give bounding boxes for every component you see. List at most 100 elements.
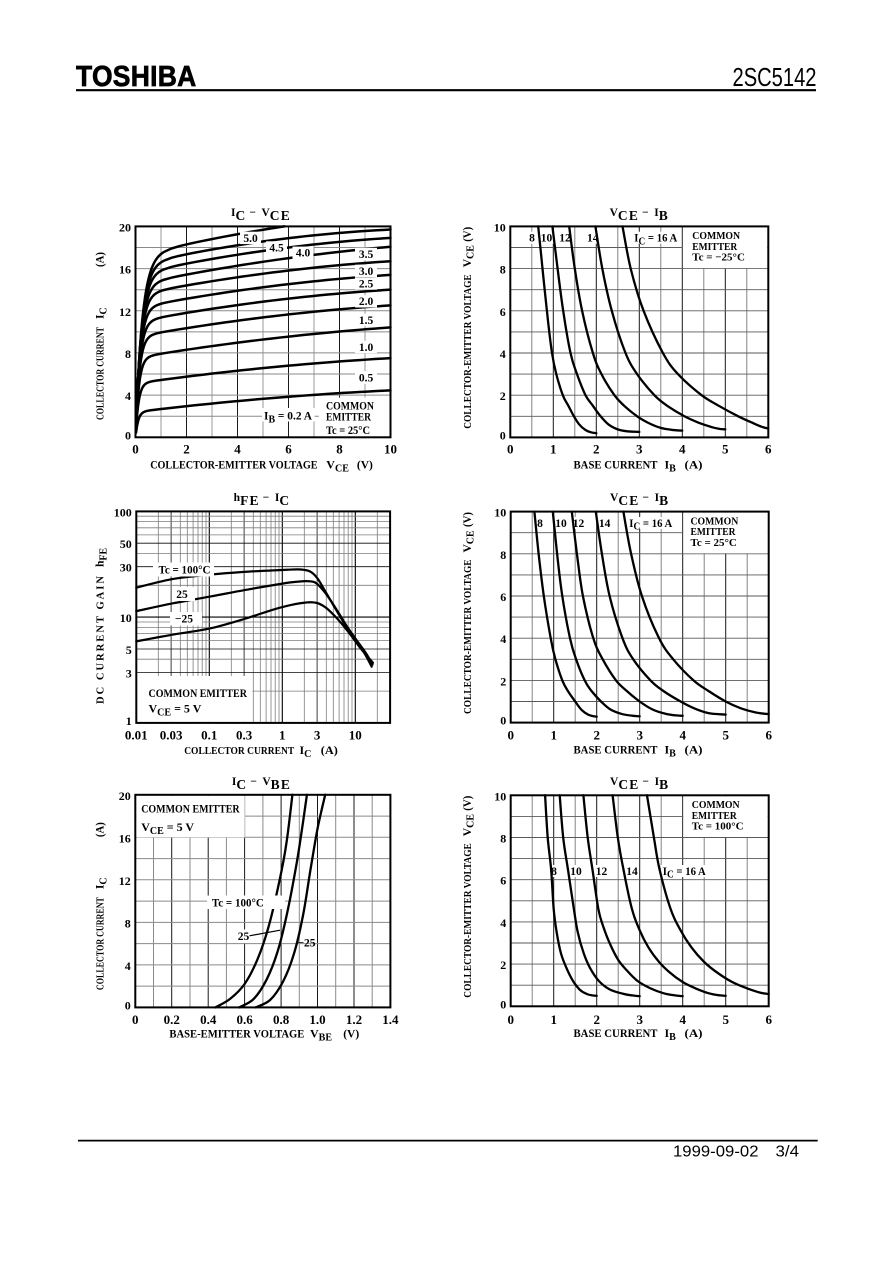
svg-text:4: 4 [500, 347, 506, 361]
svg-text:10: 10 [384, 441, 397, 456]
svg-text:1: 1 [126, 714, 132, 728]
svg-text:Tc = 25°C: Tc = 25°C [691, 537, 737, 549]
svg-text:4: 4 [125, 389, 131, 403]
svg-text:3/4: 3/4 [776, 1144, 800, 1161]
svg-text:4: 4 [125, 959, 131, 973]
svg-text:Tc = 100°C: Tc = 100°C [159, 565, 211, 577]
svg-text:IC − VBE: IC − VBE [232, 776, 291, 792]
svg-text:0.01: 0.01 [125, 727, 148, 742]
svg-text:BASE CURRENT: BASE CURRENT [574, 744, 658, 756]
svg-text:8: 8 [125, 916, 131, 930]
svg-text:14: 14 [587, 233, 599, 245]
svg-text:Tc = 100°C: Tc = 100°C [692, 821, 744, 833]
svg-text:COMMON EMITTER: COMMON EMITTER [149, 688, 248, 700]
svg-text:IC​: IC​ [95, 877, 110, 889]
svg-text:16: 16 [119, 831, 131, 845]
svg-text:4.0: 4.0 [296, 248, 311, 260]
svg-text:10: 10 [494, 789, 506, 803]
svg-text:4: 4 [500, 632, 506, 646]
svg-text:BASE CURRENT: BASE CURRENT [574, 1028, 658, 1040]
svg-text:−25: −25 [175, 613, 193, 625]
svg-text:4.5: 4.5 [269, 242, 284, 254]
svg-text:2: 2 [500, 958, 506, 972]
svg-text:2: 2 [593, 441, 600, 456]
svg-text:−25: −25 [298, 938, 316, 950]
svg-text:hFE​: hFE​ [95, 547, 110, 567]
svg-text:VCE​: VCE​ [462, 245, 477, 268]
svg-text:COMMON EMITTER: COMMON EMITTER [141, 804, 240, 816]
svg-text:0.2: 0.2 [164, 1012, 180, 1027]
svg-text:BASE-EMITTER VOLTAGE: BASE-EMITTER VOLTAGE [169, 1029, 304, 1041]
svg-text:2: 2 [183, 441, 190, 456]
svg-text:COMMON: COMMON [326, 401, 375, 413]
svg-text:0.03: 0.03 [160, 727, 183, 742]
svg-text:(V): (V) [462, 227, 474, 242]
svg-text:0: 0 [507, 441, 514, 456]
svg-text:Tc = −25°C: Tc = −25°C [692, 252, 745, 264]
svg-text:2: 2 [500, 674, 506, 688]
svg-text:10: 10 [349, 727, 362, 742]
svg-text:0: 0 [507, 1012, 514, 1027]
svg-text:2: 2 [593, 727, 600, 742]
svg-text:5: 5 [722, 441, 729, 456]
svg-text:(V): (V) [462, 512, 474, 527]
svg-text:30: 30 [120, 561, 132, 575]
svg-text:10: 10 [555, 518, 567, 530]
svg-text:(V): (V) [462, 796, 474, 811]
svg-text:IB​: IB​ [665, 742, 677, 759]
svg-text:0.5: 0.5 [359, 372, 374, 384]
svg-text:5: 5 [722, 727, 729, 742]
svg-text:0: 0 [500, 997, 506, 1011]
svg-text:EMITTER: EMITTER [692, 810, 738, 822]
svg-text:VCE − IB: VCE − IB [610, 492, 669, 508]
svg-text:0: 0 [125, 428, 131, 442]
svg-text:1.4: 1.4 [382, 1012, 399, 1027]
svg-text:IC − VCE: IC − VCE [231, 207, 291, 223]
svg-text:3: 3 [126, 666, 132, 680]
svg-text:IC​ = 16 A: IC​ = 16 A [663, 866, 707, 881]
svg-text:COLLECTOR-EMITTER VOLTAGE: COLLECTOR-EMITTER VOLTAGE [150, 459, 318, 471]
svg-text:VCE​: VCE​ [462, 530, 477, 553]
svg-text:2: 2 [500, 389, 506, 403]
svg-text:(V): (V) [343, 1027, 359, 1041]
svg-text:6: 6 [765, 441, 772, 456]
svg-text:4: 4 [679, 441, 686, 456]
svg-text:(A): (A) [95, 252, 107, 267]
svg-text:COLLECTOR-EMITTER VOLTAGE: COLLECTOR-EMITTER VOLTAGE [463, 560, 474, 715]
svg-text:COLLECTOR-EMITTER VOLTAGE: COLLECTOR-EMITTER VOLTAGE [463, 274, 474, 429]
svg-text:8: 8 [500, 548, 506, 562]
svg-text:VCE​: VCE​ [462, 814, 477, 837]
svg-text:6: 6 [500, 305, 506, 319]
svg-text:IC​: IC​ [300, 743, 312, 760]
svg-text:10: 10 [541, 233, 553, 245]
svg-text:(A): (A) [321, 743, 338, 757]
svg-text:100: 100 [114, 505, 132, 519]
svg-text:0: 0 [507, 727, 514, 742]
svg-text:6: 6 [500, 874, 506, 888]
svg-text:0: 0 [500, 714, 506, 728]
svg-text:BASE CURRENT: BASE CURRENT [574, 459, 658, 471]
svg-text:1: 1 [550, 1012, 557, 1027]
svg-text:DC CURRENT GAIN: DC CURRENT GAIN [96, 576, 107, 704]
svg-text:2.5: 2.5 [359, 278, 374, 290]
svg-text:Tc = 25°C: Tc = 25°C [326, 425, 370, 437]
svg-text:(A): (A) [95, 822, 107, 837]
svg-text:COLLECTOR-EMITTER VOLTAGE: COLLECTOR-EMITTER VOLTAGE [463, 843, 474, 998]
svg-text:10: 10 [494, 220, 506, 234]
svg-text:5: 5 [722, 1012, 729, 1027]
svg-text:20: 20 [119, 789, 131, 803]
svg-text:2.0: 2.0 [359, 296, 374, 308]
svg-text:10: 10 [120, 611, 132, 625]
svg-text:IC​ = 16 A: IC​ = 16 A [634, 233, 678, 248]
svg-text:1.2: 1.2 [346, 1012, 362, 1027]
svg-text:EMITTER: EMITTER [691, 526, 737, 538]
svg-text:16: 16 [119, 263, 131, 277]
svg-text:12: 12 [573, 518, 585, 530]
svg-text:4: 4 [234, 441, 241, 456]
svg-text:COMMON: COMMON [691, 515, 739, 527]
svg-text:6: 6 [765, 1012, 772, 1027]
svg-text:12: 12 [119, 305, 131, 319]
svg-text:8: 8 [551, 866, 557, 878]
svg-text:4: 4 [679, 727, 686, 742]
svg-text:1: 1 [279, 727, 286, 742]
